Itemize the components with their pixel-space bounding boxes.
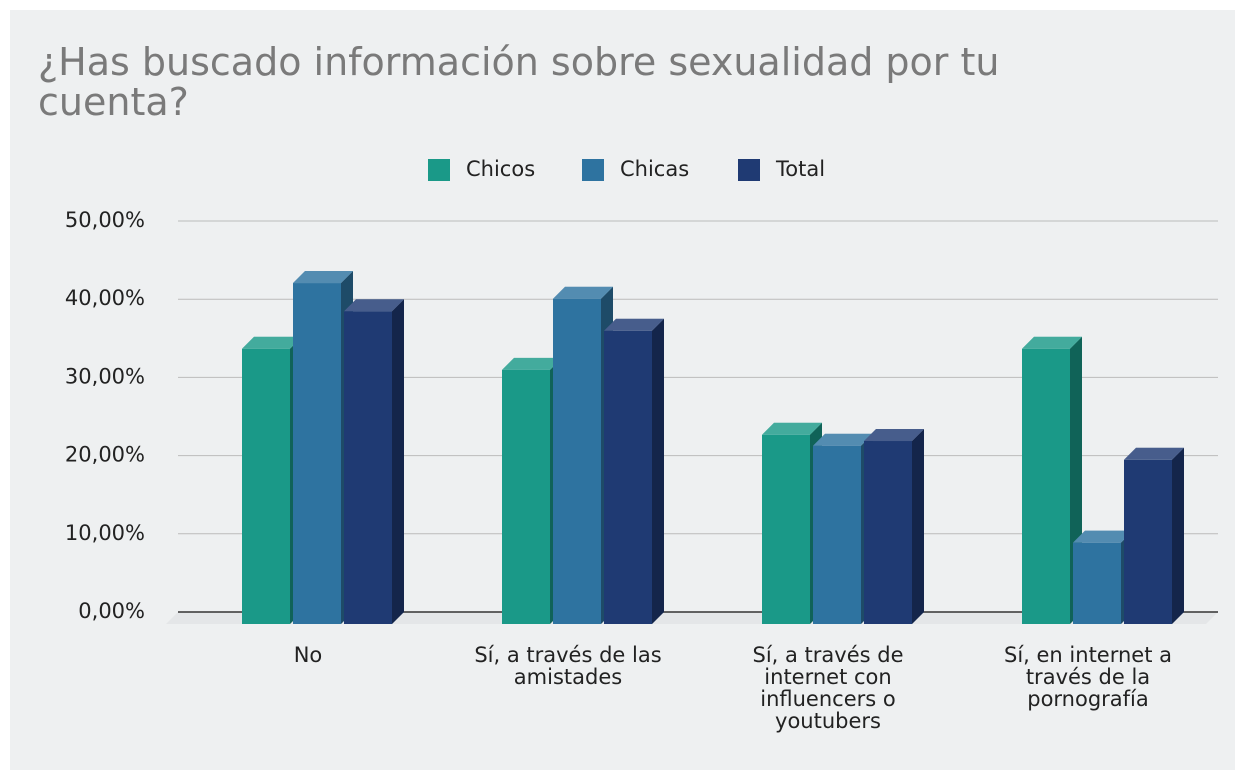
x-tick-label: Sí, en internet a través de la pornograf… bbox=[1004, 643, 1172, 711]
bar-top-shade bbox=[1022, 336, 1082, 349]
bar-top bbox=[813, 433, 873, 446]
chart-title: ¿Has buscado información sobre sexualida… bbox=[38, 40, 1000, 124]
y-tick-label: 30,00% bbox=[65, 364, 145, 388]
bar-side-shade bbox=[392, 299, 404, 624]
bar-front bbox=[813, 445, 861, 624]
bar-front bbox=[1022, 348, 1070, 624]
bar-side-shade bbox=[652, 318, 664, 624]
bar-top bbox=[502, 357, 562, 370]
bar-front bbox=[762, 434, 810, 624]
bar bbox=[1124, 447, 1184, 624]
legend-label: Chicas bbox=[620, 157, 689, 181]
bar-front bbox=[293, 283, 341, 624]
y-tick-label: 0,00% bbox=[78, 599, 145, 623]
bar-top-shade bbox=[1073, 530, 1133, 543]
y-tick-label: 40,00% bbox=[65, 286, 145, 310]
bar-top bbox=[762, 422, 822, 435]
bar bbox=[864, 429, 924, 624]
bar-top-shade bbox=[762, 422, 822, 435]
bar-side bbox=[392, 299, 404, 624]
bar-side bbox=[1172, 447, 1184, 624]
bar-side-shade bbox=[912, 429, 924, 624]
y-tick-label: 50,00% bbox=[65, 208, 145, 232]
bar-top bbox=[344, 299, 404, 312]
legend-swatch bbox=[428, 159, 450, 181]
bar-front bbox=[502, 369, 550, 624]
bar-top-shade bbox=[864, 429, 924, 442]
bar-front bbox=[344, 311, 392, 624]
x-tick-label: Sí, a través de internet con influencers… bbox=[752, 643, 904, 733]
bar-top bbox=[553, 286, 613, 299]
bar-top bbox=[242, 336, 302, 349]
bar-front bbox=[1124, 459, 1172, 624]
bar-side-shade bbox=[1172, 447, 1184, 624]
bar-top bbox=[604, 318, 664, 331]
bar-top-shade bbox=[604, 318, 664, 331]
bar-top-shade bbox=[242, 336, 302, 349]
bar-front bbox=[1073, 542, 1121, 624]
bar-top-shade bbox=[1124, 447, 1184, 460]
legend-swatch bbox=[738, 159, 760, 181]
x-tick-label: No bbox=[293, 643, 323, 667]
bar-top bbox=[1073, 530, 1133, 543]
bar-top-shade bbox=[813, 433, 873, 446]
bar-top bbox=[293, 271, 353, 284]
bar-top-shade bbox=[293, 271, 353, 284]
x-tick-label: Sí, a través de las amistades bbox=[474, 643, 662, 689]
bar-top bbox=[864, 429, 924, 442]
bar-side bbox=[652, 318, 664, 624]
bar-side bbox=[912, 429, 924, 624]
bar-front bbox=[242, 348, 290, 624]
legend-label: Chicos bbox=[466, 157, 535, 181]
bar bbox=[344, 299, 404, 624]
bar-top bbox=[1124, 447, 1184, 460]
y-tick-label: 10,00% bbox=[65, 521, 145, 545]
y-tick-label: 20,00% bbox=[65, 443, 145, 467]
bar-front bbox=[553, 298, 601, 624]
bar-top-shade bbox=[553, 286, 613, 299]
bar-top-shade bbox=[502, 357, 562, 370]
bar bbox=[604, 318, 664, 624]
bar-top-shade bbox=[344, 299, 404, 312]
bar-top bbox=[1022, 336, 1082, 349]
legend-label: Total bbox=[775, 157, 825, 181]
legend-swatch bbox=[582, 159, 604, 181]
floor bbox=[166, 612, 1218, 624]
bar-front bbox=[864, 441, 912, 624]
bar-front bbox=[604, 330, 652, 624]
